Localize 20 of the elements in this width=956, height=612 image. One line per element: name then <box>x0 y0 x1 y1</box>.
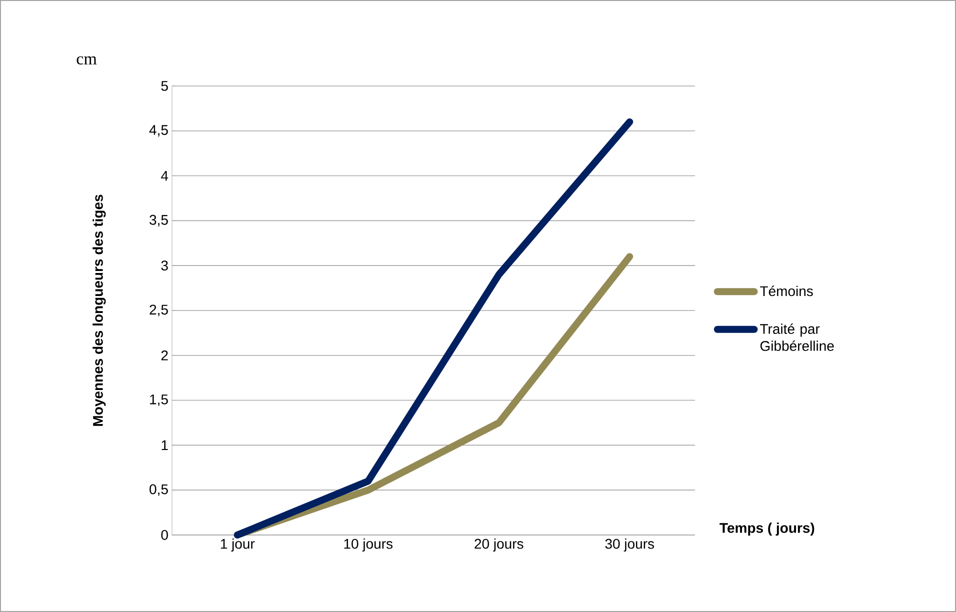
x-axis-title: Temps ( jours) <box>720 522 814 536</box>
x-tick-label: 10 jours <box>344 538 393 552</box>
x-tick-label: 1 jour <box>220 538 255 552</box>
y-tick-label: 1,5 <box>150 394 168 406</box>
x-tick-label: 30 jours <box>605 538 654 552</box>
text: cm <box>76 56 97 65</box>
y-tick-label: 4,5 <box>149 125 168 137</box>
y-axis-title: Moyennes des longueurs des tiges <box>92 194 106 426</box>
y-tick-label: 2,5 <box>150 304 168 316</box>
y-tick-label: 3,5 <box>150 214 168 226</box>
y-tick-label: 2 <box>161 350 168 360</box>
x-tick-label: 20 jours <box>474 538 524 552</box>
legend-label: Traité par Gibbérelline <box>760 323 834 351</box>
y-tick-label: 4 <box>161 170 168 181</box>
y-tick-label: 5 <box>161 81 168 91</box>
legend-label: Témoins <box>760 286 813 296</box>
y-tick-label: 3 <box>161 260 168 271</box>
y-tick-label: 0,5 <box>150 484 168 496</box>
y-tick-label: 1 <box>162 440 168 450</box>
y-tick-label: 0 <box>161 530 168 540</box>
